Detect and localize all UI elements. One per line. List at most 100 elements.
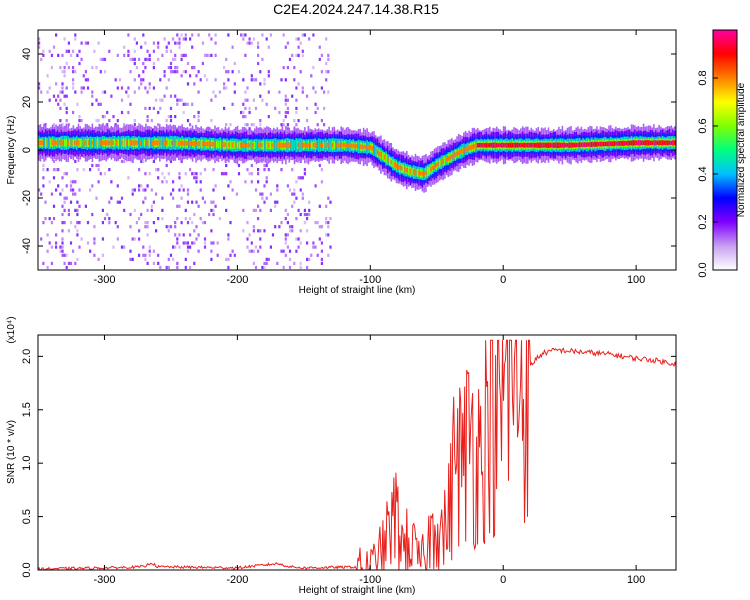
spectrogram-ridge-cell <box>407 166 410 175</box>
spectrogram-noise-cell <box>67 49 70 53</box>
spectrogram-noise-cell <box>127 33 130 37</box>
spectrogram-noise-cell <box>142 159 145 163</box>
spectrogram-noise-cell <box>176 241 179 245</box>
spectrogram-noise-cell <box>138 57 141 61</box>
spectrogram-ridge-cell <box>421 171 424 176</box>
spectrogram-ridge-cell <box>373 143 375 156</box>
spectrogram-noise-cell <box>280 249 283 253</box>
spectrogram-noise-cell <box>295 98 298 102</box>
spectrogram-noise-cell <box>159 265 162 270</box>
spectrogram-noise-cell <box>206 78 209 82</box>
spectrogram-noise-cell <box>42 163 45 168</box>
spectrogram-noise-cell <box>91 90 94 94</box>
spectrogram-noise-cell <box>227 265 230 270</box>
spectrogram-noise-cell <box>72 188 75 192</box>
x-tick-label: -200 <box>226 274 248 286</box>
spectrogram-ridge-cell <box>238 141 240 149</box>
spectrogram-noise-cell <box>114 123 117 127</box>
spectrogram-noise-cell <box>152 61 155 66</box>
spectrogram-noise-cell <box>182 110 185 115</box>
spectrogram-noise-cell <box>127 110 130 115</box>
spectrogram-ridge-cell <box>60 140 63 145</box>
spectrogram-noise-cell <box>286 184 289 188</box>
spectrogram-noise-cell <box>103 90 107 94</box>
spectrogram-noise-cell <box>44 200 47 204</box>
spectrogram-noise-cell <box>67 208 70 212</box>
spectrogram-noise-cell <box>50 53 53 57</box>
spectrogram-noise-cell <box>210 257 213 261</box>
spectrogram-ridge-cell <box>597 142 600 147</box>
spectrogram-noise-cell <box>55 82 58 86</box>
spectrogram-noise-cell <box>169 225 173 229</box>
spectrogram-noise-cell <box>303 172 306 176</box>
spectrogram-ridge-cell <box>549 142 552 148</box>
spectrogram-noise-cell <box>63 172 66 176</box>
spectrogram-noise-cell <box>284 102 287 106</box>
colorbar-tick-label: 0.6 <box>697 118 709 133</box>
spectrogram-noise-cell <box>48 180 51 184</box>
spectrogram-noise-cell <box>180 196 183 200</box>
spectrogram-ridge-cell <box>81 139 83 147</box>
spectrogram-noise-cell <box>152 221 155 225</box>
spectrogram-noise-cell <box>169 49 173 53</box>
spectrogram-noise-cell <box>199 78 202 82</box>
spectrogram-noise-cell <box>195 74 198 78</box>
spectrogram-noise-cell <box>55 241 58 245</box>
spectrogram-noise-cell <box>142 200 145 204</box>
spectrogram-noise-cell <box>312 241 315 245</box>
spectrogram-noise-cell <box>306 212 309 217</box>
spectrogram-ridge-cell <box>88 140 90 146</box>
spectrogram-noise-cell <box>61 245 64 249</box>
spectrogram-noise-cell <box>199 172 202 176</box>
spectrogram-noise-cell <box>95 163 98 168</box>
spectrogram-ridge-cell <box>57 137 59 149</box>
spectrogram-noise-cell <box>227 237 230 241</box>
spectrogram-noise-cell <box>223 196 226 200</box>
spectrogram-noise-cell <box>310 74 313 78</box>
spectrogram-ridge-cell <box>414 169 417 175</box>
spectrogram-noise-cell <box>91 94 94 98</box>
spectrogram-noise-cell <box>161 172 164 176</box>
spectrogram-ridge-cell <box>169 139 171 147</box>
spectrogram-noise-cell <box>169 115 173 119</box>
spectrogram-noise-cell <box>301 90 304 94</box>
spectrogram-noise-cell <box>280 78 283 82</box>
spectrogram-ridge-cell <box>183 140 185 146</box>
spectrogram-noise-cell <box>52 94 56 98</box>
spectrogram-noise-cell <box>276 261 279 265</box>
spectrogram-noise-cell <box>91 212 94 217</box>
spectrogram-ridge-cell <box>508 142 510 148</box>
spectrogram-noise-cell <box>186 102 190 106</box>
spectrogram-noise-cell <box>172 188 175 192</box>
y-tick-label: 20 <box>21 96 33 108</box>
spectrogram-noise-cell <box>197 33 200 37</box>
spectrogram-noise-cell <box>133 147 136 151</box>
spectrogram-noise-cell <box>327 53 330 57</box>
spectrogram-noise-cell <box>61 70 64 74</box>
spectrogram-ridge-cell <box>433 164 436 169</box>
spectrogram-noise-cell <box>284 241 287 245</box>
snr-multiplier-label: (x10⁴) <box>6 316 17 343</box>
spectrogram-ridge-cell <box>129 140 132 146</box>
spectrogram-noise-cell <box>320 249 323 253</box>
spectrogram-noise-cell <box>65 265 68 270</box>
spectrogram-noise-cell <box>78 49 81 53</box>
spectrogram-ridge-cell <box>551 143 553 148</box>
spectrogram-noise-cell <box>306 257 309 261</box>
spectrogram-ridge-cell <box>330 138 332 152</box>
spectrogram-noise-cell <box>280 221 283 225</box>
spectrogram-noise-cell <box>80 41 83 45</box>
colorbar-tick-label: 0.8 <box>697 70 709 85</box>
spectrogram-ridge-cell <box>622 140 624 146</box>
spectrogram-noise-cell <box>133 143 136 147</box>
spectrogram-ridge-cell <box>665 140 667 146</box>
spectrogram-noise-cell <box>55 188 58 192</box>
spectrogram-noise-cell <box>312 86 315 90</box>
spectrogram-noise-cell <box>74 37 77 41</box>
spectrogram-noise-cell <box>299 176 302 180</box>
spectrogram-noise-cell <box>259 229 262 233</box>
spectrogram-noise-cell <box>69 261 73 265</box>
spectrogram-noise-cell <box>142 70 145 74</box>
spectrogram-noise-cell <box>257 204 260 208</box>
spectrogram-noise-cell <box>57 184 60 188</box>
